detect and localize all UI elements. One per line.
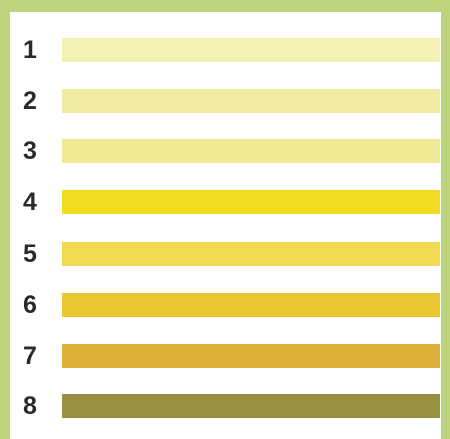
swatch-number: 1 xyxy=(23,36,37,64)
swatch-row-7: 7 xyxy=(10,343,441,369)
swatch-row-6: 6 xyxy=(10,292,441,318)
color-swatch xyxy=(62,89,440,113)
swatch-number: 7 xyxy=(23,342,37,370)
swatch-number: 2 xyxy=(23,87,37,115)
swatch-row-4: 4 xyxy=(10,189,441,215)
swatch-row-2: 2 xyxy=(10,88,441,114)
color-swatch xyxy=(62,139,440,163)
color-chart-panel: 1 2 3 4 5 6 7 8 xyxy=(10,12,441,439)
swatch-number: 6 xyxy=(23,291,37,319)
color-swatch xyxy=(62,293,440,317)
swatch-number: 4 xyxy=(23,188,37,216)
swatch-row-8: 8 xyxy=(10,393,441,419)
swatch-number: 3 xyxy=(23,137,37,165)
swatch-number: 8 xyxy=(23,392,37,420)
swatch-row-5: 5 xyxy=(10,241,441,267)
swatch-row-1: 1 xyxy=(10,37,441,63)
swatch-number: 5 xyxy=(23,240,37,268)
swatch-row-3: 3 xyxy=(10,138,441,164)
color-swatch xyxy=(62,38,440,62)
color-swatch xyxy=(62,242,440,266)
color-swatch xyxy=(62,344,440,368)
color-swatch xyxy=(62,190,440,214)
color-swatch xyxy=(62,394,440,418)
